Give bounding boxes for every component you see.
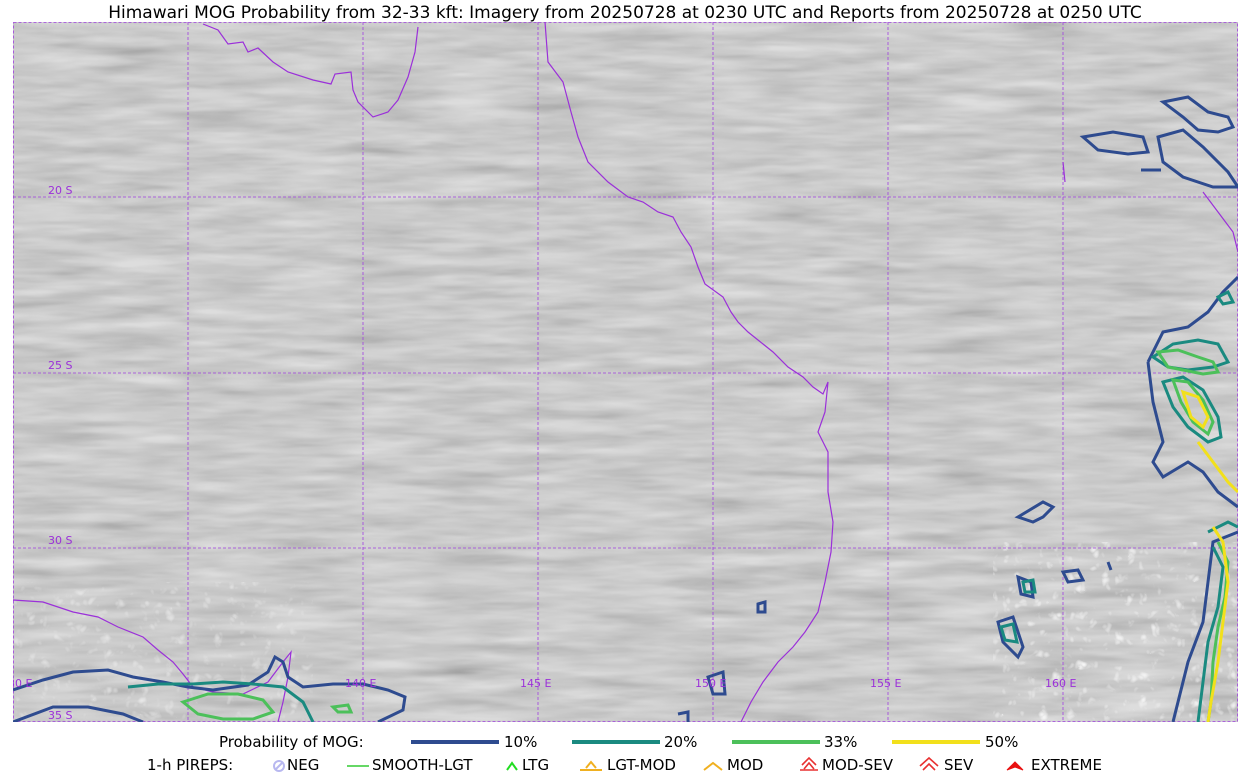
convective-clouds-south xyxy=(13,582,313,722)
pirep-label-mod: MOD xyxy=(727,756,764,774)
probability-legend-title: Probability of MOG: xyxy=(219,733,364,751)
caret-bar-icon xyxy=(580,760,602,771)
pirep-label-neg: NEG xyxy=(287,756,320,774)
lon-label-155e: 155 E xyxy=(870,677,901,690)
lon-label-150e: 150 E xyxy=(695,677,726,690)
legend-label-10pct: 10% xyxy=(504,733,538,751)
lat-label-25s: 25 S xyxy=(48,359,72,372)
caret-icon xyxy=(506,761,518,771)
double-caret-icon xyxy=(919,756,939,771)
pirep-label-smooth-lgt: SMOOTH-LGT xyxy=(372,756,473,774)
line-icon xyxy=(347,765,369,767)
pirep-label-mod-sev: MOD-SEV xyxy=(822,756,893,774)
lat-label-30s: 30 S xyxy=(48,534,72,547)
mog-contours-50pct xyxy=(1180,389,1238,722)
legend-swatch-33pct xyxy=(732,740,820,744)
legend-label-33pct: 33% xyxy=(824,733,858,751)
lon-label-145e: 145 E xyxy=(520,677,551,690)
pirep-label-extreme: EXTREME xyxy=(1031,756,1102,774)
pirep-label-ltg: LTG xyxy=(522,756,550,774)
double-caret-bar-icon xyxy=(800,756,818,771)
legend-label-50pct: 50% xyxy=(985,733,1019,751)
lon-label-140e: 140 E xyxy=(345,677,376,690)
lon-label-160e: 160 E xyxy=(1045,677,1076,690)
graticule xyxy=(13,22,1238,722)
legend-swatch-10pct xyxy=(411,740,499,744)
filled-caret-icon xyxy=(1006,761,1024,771)
legend-swatch-20pct xyxy=(572,740,660,744)
coastlines xyxy=(13,22,1238,722)
pirep-label-sev: SEV xyxy=(944,756,974,774)
lon-label-130e: 130 E xyxy=(13,677,32,690)
lat-label-35s: 35 S xyxy=(48,709,72,722)
neg-icon xyxy=(273,760,285,772)
caret-icon-mod xyxy=(703,761,723,771)
pirep-label-lgt-mod: LGT-MOD xyxy=(607,756,676,774)
mog-contours-10pct xyxy=(13,95,1238,722)
mog-contours-33pct xyxy=(179,348,1230,722)
figure-title: Himawari MOG Probability from 32-33 kft:… xyxy=(108,3,1142,23)
legend-swatch-50pct xyxy=(892,740,980,744)
lat-label-20s: 20 S xyxy=(48,184,72,197)
satellite-map[interactable]: 20 S 25 S 30 S 35 S 130 E 140 E 145 E 15… xyxy=(13,22,1238,722)
convective-clouds xyxy=(993,542,1238,722)
pireps-legend-title: 1-h PIREPS: xyxy=(147,756,234,774)
legend-label-20pct: 20% xyxy=(664,733,698,751)
